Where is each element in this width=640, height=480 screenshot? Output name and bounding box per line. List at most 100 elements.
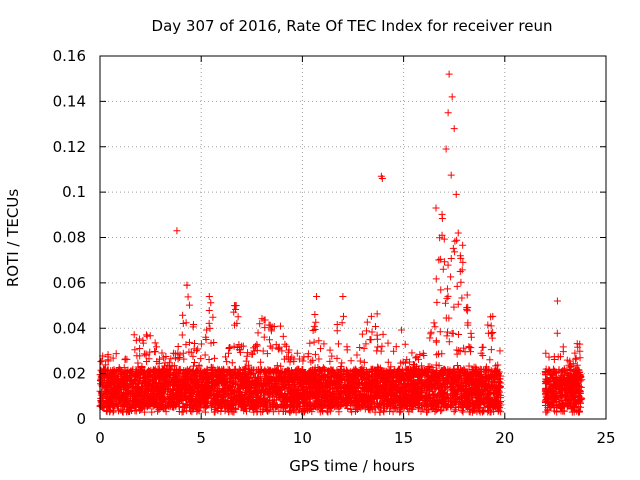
data-point — [205, 319, 213, 327]
data-point — [458, 294, 466, 302]
data-point — [379, 330, 387, 338]
data-point — [356, 357, 364, 365]
data-point — [109, 354, 117, 362]
data-point — [180, 355, 188, 363]
data-point — [293, 349, 301, 357]
data-point — [338, 319, 346, 327]
data-points — [96, 70, 586, 416]
data-point — [184, 293, 192, 301]
data-point — [444, 292, 452, 300]
data-point — [190, 358, 198, 366]
data-point — [488, 334, 496, 342]
data-point — [261, 324, 269, 332]
data-point — [257, 358, 265, 366]
data-point — [250, 347, 258, 355]
data-point — [447, 254, 455, 262]
data-point — [207, 299, 215, 307]
data-point — [295, 355, 303, 363]
data-point — [442, 314, 450, 322]
data-point — [178, 388, 186, 396]
data-point — [120, 364, 128, 372]
data-point — [208, 365, 216, 373]
data-point — [267, 327, 275, 335]
data-point — [430, 319, 438, 327]
data-point — [189, 320, 197, 328]
data-point — [205, 356, 213, 364]
data-point — [310, 338, 318, 346]
data-point — [374, 343, 382, 351]
data-point — [437, 286, 445, 294]
grid-layer — [100, 56, 606, 419]
data-point — [209, 313, 217, 321]
data-point — [463, 291, 471, 299]
data-point — [455, 330, 463, 338]
data-point — [439, 265, 447, 273]
data-point — [452, 403, 460, 411]
data-point — [185, 301, 193, 309]
data-point — [426, 334, 434, 342]
data-point — [179, 349, 187, 357]
data-point — [273, 362, 281, 370]
data-point — [347, 357, 355, 365]
data-point — [373, 310, 381, 318]
data-point — [139, 336, 147, 344]
data-point — [136, 335, 144, 343]
data-point — [353, 351, 361, 359]
data-point — [392, 343, 400, 351]
data-point — [194, 345, 202, 353]
data-point — [182, 341, 190, 349]
data-point — [447, 171, 455, 179]
data-point — [461, 348, 469, 356]
data-point — [456, 252, 464, 260]
data-point — [176, 351, 184, 359]
data-point — [151, 348, 159, 356]
data-point — [447, 273, 455, 281]
data-point — [440, 235, 448, 243]
data-point — [230, 342, 238, 350]
data-point — [441, 299, 449, 307]
data-point — [109, 389, 117, 397]
data-point — [230, 308, 238, 316]
data-point — [310, 322, 318, 330]
data-point — [453, 282, 461, 290]
data-point — [197, 340, 205, 348]
data-point — [486, 356, 494, 364]
data-point — [479, 343, 487, 351]
chart-title: Day 307 of 2016, Rate Of TEC Index for r… — [152, 17, 553, 35]
data-point — [326, 357, 334, 365]
data-point — [356, 344, 364, 352]
data-point — [444, 328, 452, 336]
data-point — [368, 328, 376, 336]
data-point — [360, 358, 368, 366]
data-point — [242, 357, 250, 365]
data-point — [174, 342, 182, 350]
data-point — [449, 244, 457, 252]
data-point — [445, 338, 453, 346]
data-point — [190, 339, 198, 347]
data-point — [431, 323, 439, 331]
data-point — [266, 342, 274, 350]
data-point — [427, 328, 435, 336]
data-point — [279, 332, 287, 340]
data-point — [203, 326, 211, 334]
data-point — [162, 352, 170, 360]
data-point — [436, 255, 444, 263]
data-point — [315, 355, 323, 363]
data-point — [435, 350, 443, 358]
data-point — [276, 322, 284, 330]
data-point — [110, 394, 118, 402]
data-point — [339, 312, 347, 320]
data-point — [398, 326, 406, 334]
data-point — [451, 248, 459, 256]
data-point — [266, 336, 274, 344]
data-point — [247, 370, 255, 378]
data-point — [444, 261, 452, 269]
data-point — [453, 350, 461, 358]
data-point — [366, 335, 374, 343]
data-point — [328, 352, 336, 360]
data-point — [205, 306, 213, 314]
data-point — [373, 335, 381, 343]
data-point — [168, 362, 176, 370]
data-point — [443, 285, 451, 293]
